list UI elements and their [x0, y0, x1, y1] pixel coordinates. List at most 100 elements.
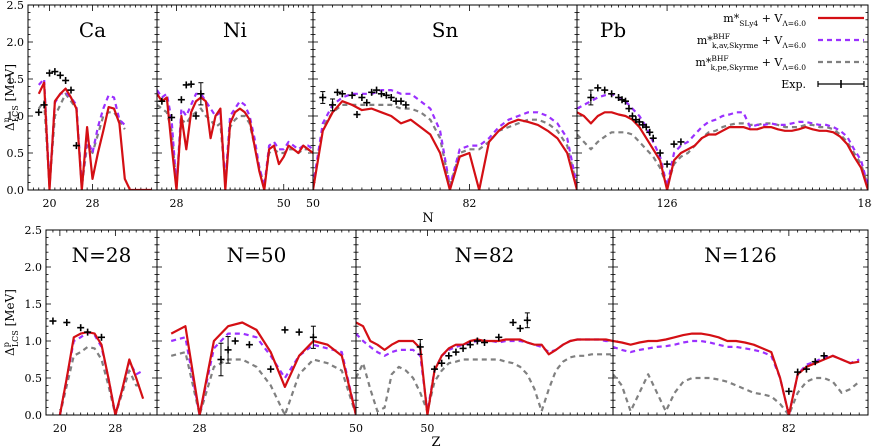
series-line-sly4 — [37, 81, 152, 190]
exp-point — [168, 113, 176, 121]
series-line-sly4 — [356, 321, 613, 415]
series-group — [577, 92, 868, 190]
series-line-sly4 — [157, 93, 313, 190]
exp-point — [820, 352, 828, 360]
series-line-pe — [37, 92, 126, 188]
x-tick-label: 28 — [193, 422, 207, 435]
exp-point — [397, 97, 405, 105]
exp-point — [387, 94, 395, 101]
exp-point — [329, 98, 337, 112]
panel-ni: 28 50 Ni — [156, 4, 314, 210]
panel-title: N=82 — [455, 243, 515, 267]
panel-sn: 50 82 Sn — [306, 4, 578, 210]
panel-frame — [576, 4, 869, 191]
exp-point — [295, 328, 303, 336]
exp-point — [319, 91, 327, 104]
series-line-pe — [577, 122, 868, 188]
exp-point — [187, 80, 195, 88]
y-label-unit: [MeV] — [3, 289, 17, 330]
series-line-pe — [58, 345, 144, 415]
exp-point — [377, 90, 385, 98]
panel-title: Sn — [432, 18, 459, 42]
legend-main: m* — [695, 56, 711, 69]
legend-tail: + V — [758, 34, 783, 47]
x-tick-label: 50 — [277, 197, 291, 210]
panel-n-82: 50 N=82 — [355, 229, 614, 435]
legend-label-pe: m*BHF k,pe,Skyrme + VΛ=6.0 — [695, 54, 806, 72]
x-tick-label: 28 — [86, 197, 100, 210]
y-tick-label: 1.0 — [25, 335, 43, 348]
exp-points — [158, 80, 205, 121]
exp-point — [348, 91, 356, 99]
series-group — [613, 332, 860, 415]
panel-n-28: 20 28 N=28 — [45, 229, 158, 435]
series-group — [170, 321, 356, 415]
y-label-main: Δ — [3, 122, 17, 131]
exp-point — [177, 96, 185, 104]
chart-row-bottom: 0.0 0.5 1.0 1.5 2.0 2.5 ΔpLCS [MeV] Z 20 28 N=28 28… — [2, 224, 869, 448]
panel-n-126: 82 N=126 — [612, 229, 869, 435]
exp-point — [197, 82, 205, 106]
legend-main: m* — [723, 12, 739, 25]
series-group — [157, 89, 313, 190]
exp-point — [677, 138, 685, 146]
exp-points — [416, 312, 531, 373]
legend: m*SLy4 + VΛ=6.0m*BHF k,av,Skyrme + VΛ=6.0… — [695, 12, 865, 91]
exp-point — [402, 101, 410, 109]
exp-point — [98, 333, 105, 341]
exp-point — [40, 101, 48, 109]
series-line-sly4 — [577, 111, 868, 190]
exp-point — [625, 105, 633, 113]
exp-point — [523, 312, 531, 329]
x-tick-label: 184 — [858, 197, 872, 210]
exp-point — [353, 111, 361, 119]
series-group — [356, 321, 613, 415]
exp-point — [49, 317, 57, 325]
panel-ca: 20 28 Ca — [27, 4, 158, 210]
series-group — [58, 331, 145, 415]
exp-point — [431, 365, 439, 373]
x-tick-label: 28 — [170, 197, 184, 210]
exp-point — [438, 359, 446, 367]
legend-sub: k,av,Skyrme — [712, 41, 759, 50]
legend-main: m* — [697, 34, 713, 47]
series-line-pe — [356, 353, 613, 413]
x-tick-label: 82 — [462, 197, 476, 210]
exp-point — [622, 97, 629, 105]
exp-point — [656, 149, 664, 157]
series-group — [313, 89, 577, 190]
exp-point — [192, 112, 200, 120]
legend-tailsub: Λ=6.0 — [781, 63, 806, 72]
exp-points — [587, 84, 685, 168]
exp-point — [445, 352, 453, 360]
exp-point — [811, 358, 819, 366]
legend-label-av: m*BHF k,av,Skyrme + VΛ=6.0 — [697, 32, 806, 50]
panel-title: Pb — [600, 18, 626, 42]
x-tick-label: 20 — [53, 422, 67, 435]
legend-tail: + V — [758, 56, 783, 69]
exp-point — [495, 333, 503, 341]
y-tick-label: 2.5 — [7, 0, 25, 12]
series-group — [37, 77, 152, 190]
exp-point — [601, 86, 609, 94]
series-line-av — [577, 92, 868, 188]
exp-point — [363, 99, 371, 107]
exp-point — [338, 90, 346, 98]
legend-tail: + V — [758, 12, 783, 25]
panel-title: N=28 — [72, 243, 132, 267]
exp-point — [217, 342, 225, 377]
x-tick-label: 50 — [420, 422, 434, 435]
panel-title: N=50 — [227, 243, 287, 267]
legend-tailsub: Λ=6.0 — [781, 19, 806, 28]
y-tick-label: 0.5 — [7, 147, 25, 160]
exp-point — [373, 86, 381, 94]
exp-point — [77, 324, 85, 332]
y-tick-label: 0.0 — [7, 184, 25, 197]
exp-point — [382, 91, 390, 99]
y-tick-label: 1.5 — [25, 298, 43, 311]
exp-point — [608, 90, 616, 98]
exp-point — [35, 108, 43, 116]
exp-points — [35, 68, 80, 150]
series-line-pe — [613, 373, 860, 415]
